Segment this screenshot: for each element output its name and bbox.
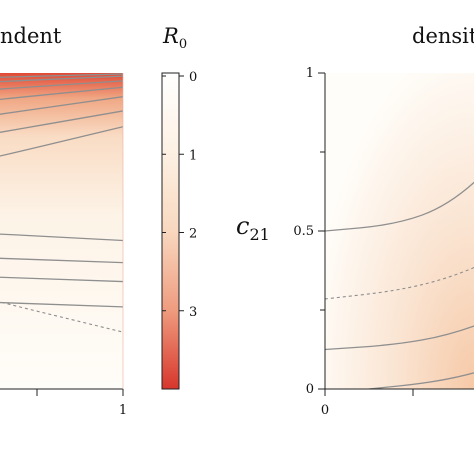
colorbar-title: R0 [162,24,187,52]
left-contour-line-4 [0,96,123,115]
colorbar-gradient [161,72,180,390]
left-contour-line-6 [0,126,123,157]
right-contour-line-0 [325,181,474,232]
left-contour-line-0 [0,73,123,78]
right-contour-line-2 [368,372,474,389]
left-contour-line-8 [0,257,123,264]
right-panel: densit c21 00.51 0 [236,24,474,418]
colorbar-tick-label-0: 0 [189,70,197,85]
left-contour-line-5 [0,110,123,133]
colorbar-ticks: 0 1 2 3 [162,70,197,320]
right-y-tick-label-1: 0.5 [293,224,314,239]
left-x-tick-label-1: 1 [119,403,127,418]
colorbar-tick-label-3: 3 [189,305,197,320]
right-heatmap [325,73,474,389]
left-contours [0,73,123,333]
left-contour-line-9 [0,276,123,283]
left-panel-title: ndent [0,24,62,48]
colorbar-title-symbol: R [162,24,179,48]
colorbar-tick-label-1: 1 [189,148,197,163]
right-x-tick-label-0: 0 [321,403,329,418]
left-contour-line-10 [0,301,123,308]
left-contour-line-3 [0,86,123,101]
right-panel-title: densit [412,24,474,48]
left-contour-line-7 [0,233,123,242]
colorbar-title-subscript: 0 [179,37,187,52]
left-contour-line-2 [0,80,123,90]
left-contour-line-1 [0,75,123,83]
right-contour-line-1 [325,325,474,351]
right-contours [325,181,474,389]
left-heatmap [0,73,123,389]
right-y-tick-label-2: 1 [306,66,314,81]
right-y-axis-label-symbol: c [236,212,249,240]
colorbar-tick-label-2: 2 [189,227,197,242]
right-contour-dashed-0 [325,266,474,300]
right-y-ticks: 00.51 [293,66,325,397]
right-y-axis-label-subscript: 21 [249,225,269,244]
right-y-axis-label: c21 [236,212,270,244]
right-y-tick-label-0: 0 [306,382,314,397]
left-panel: ndent 1 [0,24,127,418]
